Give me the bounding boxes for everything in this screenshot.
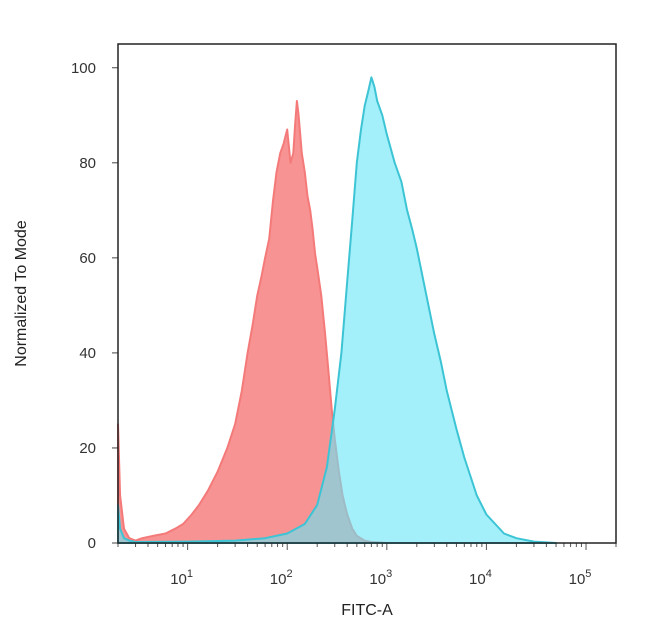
y-axis-ticks: 0 20 40 60 80 100 [71, 60, 118, 552]
y-axis-label: Normalized To Mode [13, 220, 30, 367]
y-tick-label: 40 [79, 345, 96, 362]
y-tick-label: 0 [88, 535, 96, 552]
x-tick-label: 102 [270, 568, 293, 588]
histogram-series [117, 76, 557, 544]
x-tick-label: 105 [569, 568, 592, 588]
x-tick-label: 103 [369, 568, 392, 588]
x-axis-label: FITC-A [341, 602, 393, 619]
y-tick-label: 60 [79, 250, 96, 267]
y-tick-label: 20 [79, 440, 96, 457]
x-axis-ticks: 101 102 103 104 105 [117, 543, 617, 588]
y-tick-label: 100 [71, 60, 96, 77]
x-tick-label: 104 [469, 568, 492, 588]
plot-frame [117, 43, 617, 544]
x-tick-label: 101 [170, 568, 193, 588]
y-tick-label: 80 [79, 155, 96, 172]
histogram-series-2-area [117, 76, 557, 544]
